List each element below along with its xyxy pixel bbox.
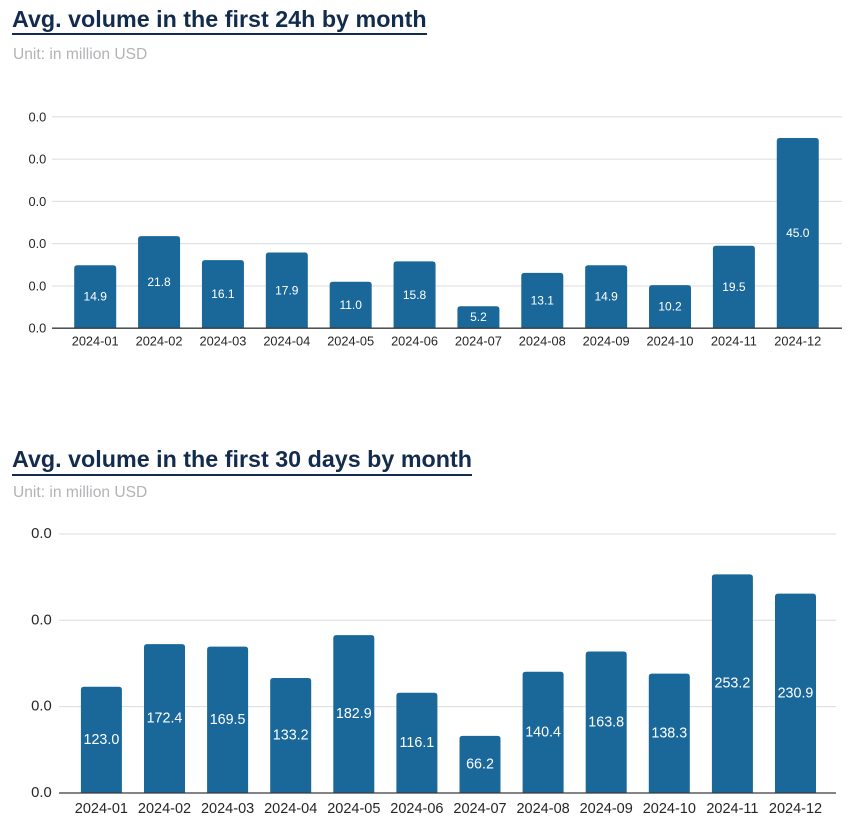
svg-text:5.2: 5.2 <box>470 310 487 324</box>
svg-text:169.5: 169.5 <box>210 712 246 728</box>
svg-text:2024-12: 2024-12 <box>769 801 822 817</box>
svg-text:182.9: 182.9 <box>336 706 372 722</box>
svg-text:2024-07: 2024-07 <box>455 334 502 349</box>
svg-text:2024-12: 2024-12 <box>774 334 821 349</box>
svg-text:0.0: 0.0 <box>31 699 52 715</box>
svg-text:230.9: 230.9 <box>778 685 814 701</box>
svg-text:2024-05: 2024-05 <box>327 801 380 817</box>
svg-text:2024-04: 2024-04 <box>264 801 317 817</box>
svg-text:45.0: 45.0 <box>786 226 810 240</box>
svg-text:0.0: 0.0 <box>31 612 52 628</box>
svg-text:2024-11: 2024-11 <box>711 334 757 349</box>
svg-text:2024-02: 2024-02 <box>138 801 191 817</box>
svg-text:2024-10: 2024-10 <box>643 801 696 817</box>
svg-text:0.0: 0.0 <box>29 321 47 336</box>
svg-text:2024-01: 2024-01 <box>72 334 119 349</box>
svg-text:2024-08: 2024-08 <box>516 801 569 817</box>
svg-text:0.0: 0.0 <box>31 785 52 801</box>
svg-text:116.1: 116.1 <box>400 735 435 751</box>
svg-text:0.0: 0.0 <box>29 152 47 167</box>
svg-text:66.2: 66.2 <box>466 756 494 772</box>
svg-text:2024-04: 2024-04 <box>263 334 310 349</box>
svg-text:133.2: 133.2 <box>273 727 309 743</box>
svg-text:172.4: 172.4 <box>147 711 183 727</box>
svg-text:140.4: 140.4 <box>525 724 561 740</box>
svg-text:19.5: 19.5 <box>722 280 746 294</box>
svg-text:2024-05: 2024-05 <box>327 334 374 349</box>
svg-text:11.0: 11.0 <box>339 298 362 312</box>
svg-text:13.1: 13.1 <box>531 294 555 308</box>
svg-text:2024-01: 2024-01 <box>75 801 128 817</box>
svg-text:138.3: 138.3 <box>651 725 687 741</box>
svg-text:0.0: 0.0 <box>29 236 47 251</box>
svg-text:2024-07: 2024-07 <box>453 801 506 817</box>
svg-text:10.2: 10.2 <box>658 300 682 314</box>
svg-text:2024-11: 2024-11 <box>706 801 758 817</box>
svg-text:0.0: 0.0 <box>31 526 52 542</box>
svg-text:14.9: 14.9 <box>84 290 108 304</box>
svg-text:2024-09: 2024-09 <box>583 334 630 349</box>
svg-text:15.8: 15.8 <box>403 288 427 302</box>
svg-text:14.9: 14.9 <box>594 290 618 304</box>
svg-text:16.1: 16.1 <box>211 287 235 301</box>
svg-text:2024-03: 2024-03 <box>199 334 246 349</box>
svg-text:2024-09: 2024-09 <box>580 801 633 817</box>
svg-text:0.0: 0.0 <box>29 278 47 293</box>
svg-text:17.9: 17.9 <box>275 283 299 297</box>
svg-text:2024-02: 2024-02 <box>136 334 183 349</box>
svg-text:0.0: 0.0 <box>29 109 47 124</box>
svg-text:253.2: 253.2 <box>715 676 751 692</box>
svg-text:0.0: 0.0 <box>29 194 47 209</box>
svg-text:2024-08: 2024-08 <box>519 334 566 349</box>
svg-text:21.8: 21.8 <box>147 275 171 289</box>
svg-text:2024-10: 2024-10 <box>647 334 694 349</box>
svg-text:2024-06: 2024-06 <box>390 801 443 817</box>
svg-text:2024-03: 2024-03 <box>201 801 254 817</box>
svg-text:123.0: 123.0 <box>84 732 120 748</box>
svg-text:2024-06: 2024-06 <box>391 334 438 349</box>
svg-text:163.8: 163.8 <box>588 714 624 730</box>
